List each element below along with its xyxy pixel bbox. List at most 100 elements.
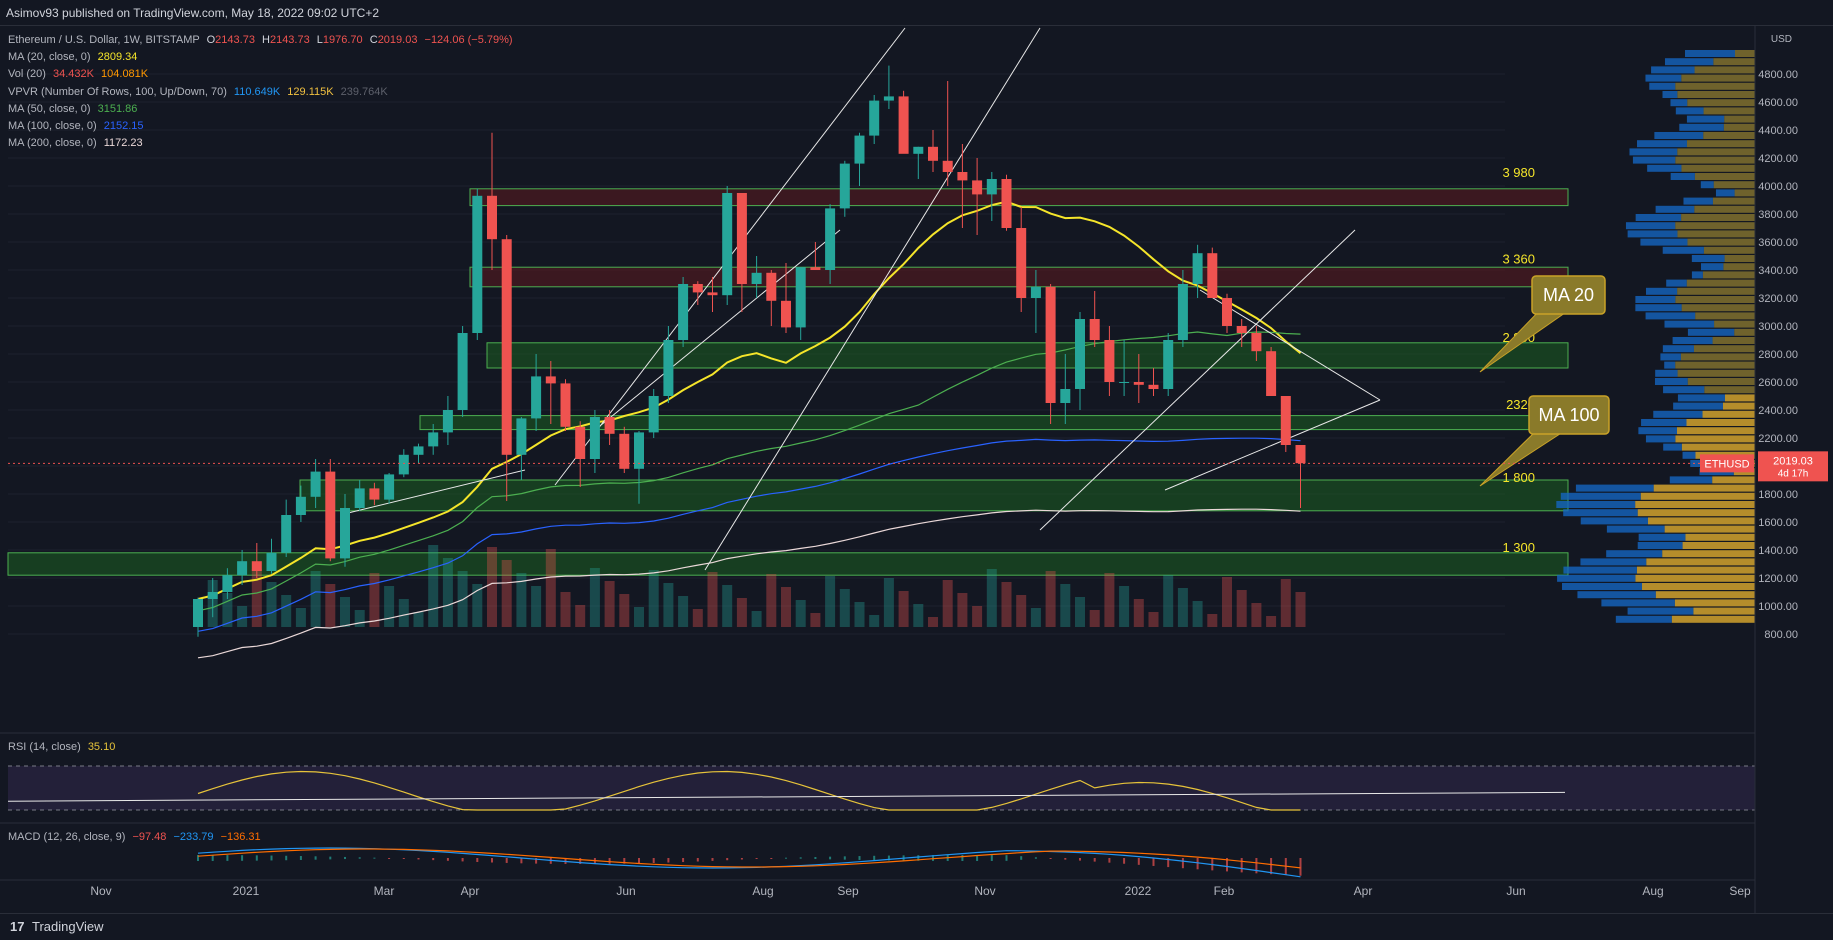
vpvr-label: VPVR (Number Of Rows, 100, Up/Down, 70): [8, 85, 227, 98]
candle-body: [825, 208, 836, 270]
vpvr-up-bar: [1635, 296, 1676, 303]
vpvr-up-bar: [1575, 484, 1654, 492]
volume-bar: [325, 584, 336, 627]
candle-body: [310, 471, 321, 497]
candle-body: [722, 193, 733, 296]
price-tick: 3000.00: [1758, 321, 1798, 333]
candle-body: [266, 552, 277, 571]
vpvr-up-bar: [1664, 361, 1676, 369]
vpvr-down-bar: [1713, 181, 1755, 189]
vpvr-up-bar: [1629, 148, 1678, 156]
vpvr-down-bar: [1671, 615, 1755, 623]
trendline: [594, 229, 841, 431]
macd-hist-bar: [961, 854, 964, 862]
macd-hist-bar: [814, 856, 817, 860]
rsi-band: [8, 766, 1755, 810]
vpvr-down-bar: [1712, 337, 1755, 344]
vpvr-up-bar: [1651, 66, 1695, 74]
vpvr-down-bar: [1646, 558, 1755, 566]
volume-bar: [1089, 610, 1100, 627]
vpvr-up-bar: [1637, 140, 1687, 148]
vpvr-down-bar: [1703, 246, 1755, 254]
candle-body: [1045, 286, 1056, 403]
rsi-legend: RSI (14, close) 35.10: [8, 741, 115, 753]
vol-label: Vol (20): [8, 68, 46, 81]
vpvr-up-bar: [1687, 328, 1735, 336]
vpvr-up-bar: [1627, 230, 1678, 238]
volume-bar: [810, 613, 821, 627]
candle-body: [1060, 389, 1071, 403]
legend-ma200-row: MA (200, close, 0) 1172.23: [8, 135, 513, 152]
vpvr-up-bar: [1580, 517, 1648, 525]
vpvr-up-bar: [1635, 214, 1682, 221]
vpvr-up-bar: [1580, 558, 1647, 566]
symbol-label: Ethereum / U.S. Dollar, 1W, BITSTAMP: [8, 34, 200, 46]
macd-hist-bar: [505, 858, 508, 863]
tradingview-logo-icon[interactable]: 17: [10, 919, 25, 934]
footer: 17 TradingView: [0, 913, 1833, 940]
time-axis[interactable]: Nov 2021 Mar Apr Jun Aug Sep Nov 2022 Feb Apr Jun Au…: [0, 879, 1755, 898]
vpvr-up-bar: [1645, 74, 1682, 82]
zone-rect: [299, 479, 1569, 512]
volume-profile: [1556, 50, 1755, 623]
zone-rect: [7, 552, 1569, 576]
vpvr-up-bar: [1577, 591, 1656, 599]
macd-hist-bar: [1123, 858, 1126, 864]
price-tick: 1200.00: [1758, 573, 1798, 585]
ma200-line: [197, 508, 1301, 659]
price-axis[interactable]: USD 4800.00 4600.00 4400.00 4200.00 4000.00 38…: [8, 26, 1833, 913]
candles: [193, 65, 1306, 637]
vpvr-up-bar: [1654, 132, 1704, 139]
vpvr-up-bar: [1627, 607, 1694, 615]
volume-bar: [766, 574, 777, 627]
vpvr-up-bar: [1670, 99, 1688, 107]
ma100-label: MA (100, close, 0): [8, 120, 97, 133]
candle-body: [545, 376, 556, 384]
candle-body: [1148, 384, 1159, 389]
vpvr-down-bar: [1677, 91, 1755, 98]
candle-body: [795, 267, 806, 328]
vpvr-up-bar: [1691, 271, 1703, 279]
vpvr-up-bar: [1556, 501, 1636, 508]
vpvr-down-bar: [1702, 410, 1755, 418]
candle-body: [281, 515, 292, 553]
macd-hist-bar: [711, 858, 714, 861]
candle-body: [869, 100, 880, 136]
ma200-value: 1172.23: [103, 137, 143, 150]
vpvr-down-bar: [1687, 99, 1755, 107]
volume-bar: [1177, 588, 1188, 627]
time-tick: Feb: [1214, 884, 1235, 898]
candle-body: [648, 396, 659, 433]
macd-hist-bar: [799, 857, 802, 859]
volume-bar: [531, 586, 542, 627]
macd-hist-bar: [623, 858, 626, 864]
volume-bar: [1045, 571, 1056, 627]
candle-body: [325, 471, 336, 559]
vpvr-up-bar: [1715, 189, 1735, 197]
ma50-value: 3151.86: [97, 102, 138, 115]
zone-rect: [486, 342, 1569, 369]
candle-body: [1133, 382, 1144, 385]
candle-body: [1089, 319, 1100, 340]
candle-body: [972, 180, 983, 195]
macd-hist-bar: [770, 858, 773, 859]
vpvr-up-bar: [1669, 476, 1713, 484]
tradingview-brand[interactable]: TradingView: [32, 919, 104, 934]
c-label: C: [369, 34, 378, 46]
macd-hist-bar: [299, 856, 302, 860]
vpvr-up-bar: [1655, 205, 1695, 213]
ma50-label: MA (50, close, 0): [8, 102, 91, 115]
vpvr-down-bar: [1724, 115, 1755, 123]
ma100-callout-text: MA 100: [1538, 405, 1599, 425]
candle-body: [1251, 333, 1262, 352]
macd-hist-value: −97.48: [132, 831, 167, 843]
time-tick: Jun: [616, 884, 635, 898]
volume-bar: [1133, 599, 1144, 627]
vpvr-up-bar: [1625, 222, 1676, 230]
candle-body: [898, 96, 909, 154]
volume-bar: [604, 581, 615, 627]
volume-bar: [1280, 579, 1291, 627]
vpvr-up-bar: [1700, 181, 1714, 189]
volume-bar: [751, 611, 762, 627]
